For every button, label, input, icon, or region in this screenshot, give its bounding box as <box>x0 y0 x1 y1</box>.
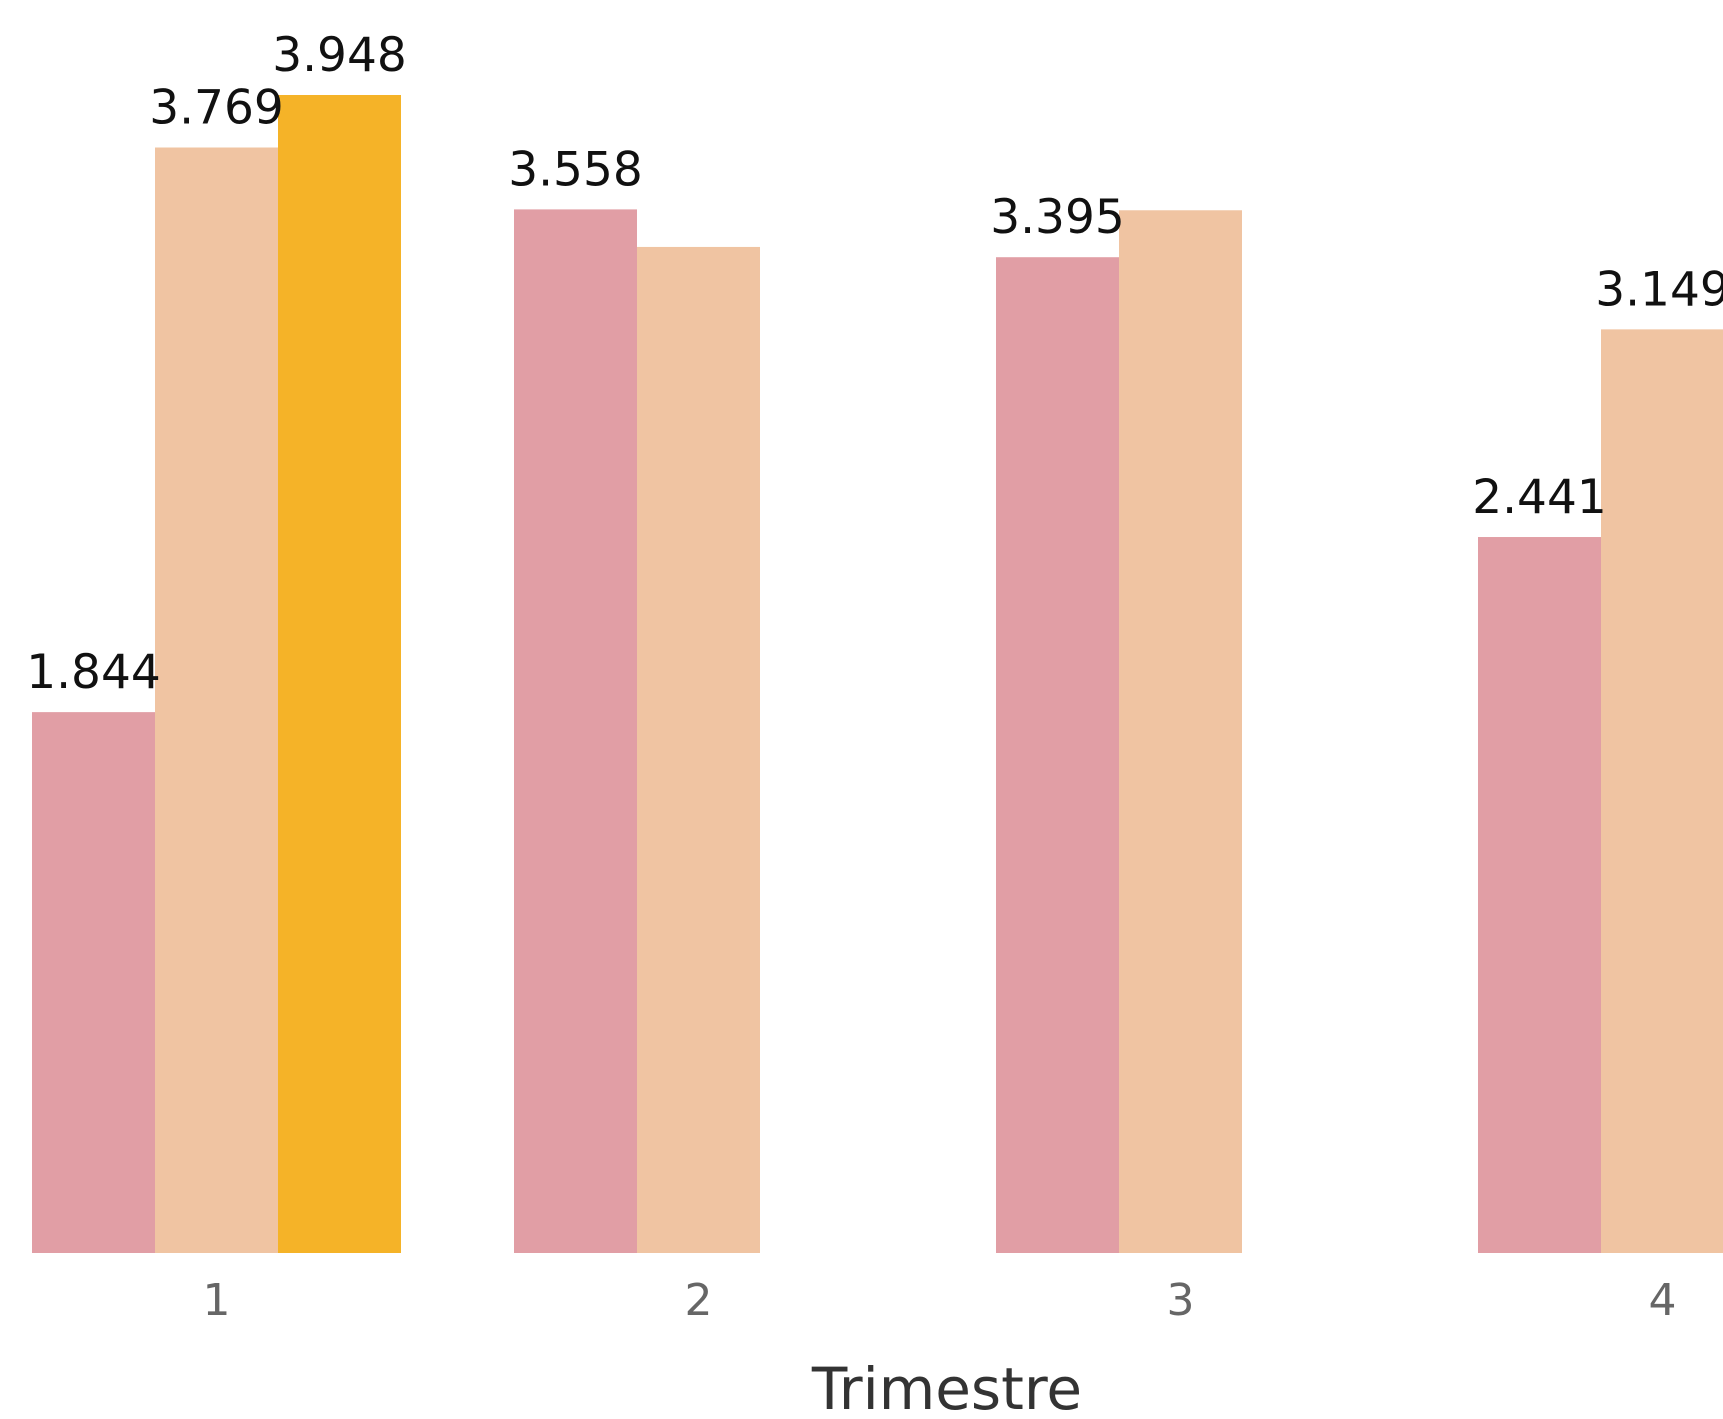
bar-q2-series1 <box>514 209 637 1253</box>
x-tick-label-1: 1 <box>203 1275 231 1326</box>
data-label-q3-series1: 3.395 <box>990 190 1125 245</box>
bar-q2-series2 <box>637 246 760 1254</box>
x-tick-label-2: 2 <box>685 1275 713 1326</box>
x-axis-title: Trimestre <box>811 1355 1082 1419</box>
data-label-q4-series2: 3.149 <box>1595 262 1723 317</box>
bar-q4-series1 <box>1478 537 1601 1253</box>
data-label-q1-series1: 1.844 <box>26 645 161 700</box>
bar-q3-series2 <box>1119 210 1242 1254</box>
bars-layer <box>32 95 1723 1254</box>
data-label-q4-series1: 2.441 <box>1472 470 1607 525</box>
data-label-q1-series2: 3.769 <box>149 81 284 136</box>
x-tick-label-4: 4 <box>1649 1275 1677 1326</box>
bar-q1-series2 <box>155 147 278 1253</box>
bar-q1-series1 <box>32 712 155 1253</box>
data-label-q1-series3: 3.948 <box>272 28 407 83</box>
bar-q3-series1 <box>996 257 1119 1253</box>
bar-q4-series2 <box>1601 329 1723 1253</box>
x-axis-ticks: 1 2 3 4 <box>203 1275 1677 1326</box>
data-label-q2-series1: 3.558 <box>508 142 643 197</box>
x-tick-label-3: 3 <box>1167 1275 1195 1326</box>
bar-q1-series3 <box>278 95 401 1253</box>
